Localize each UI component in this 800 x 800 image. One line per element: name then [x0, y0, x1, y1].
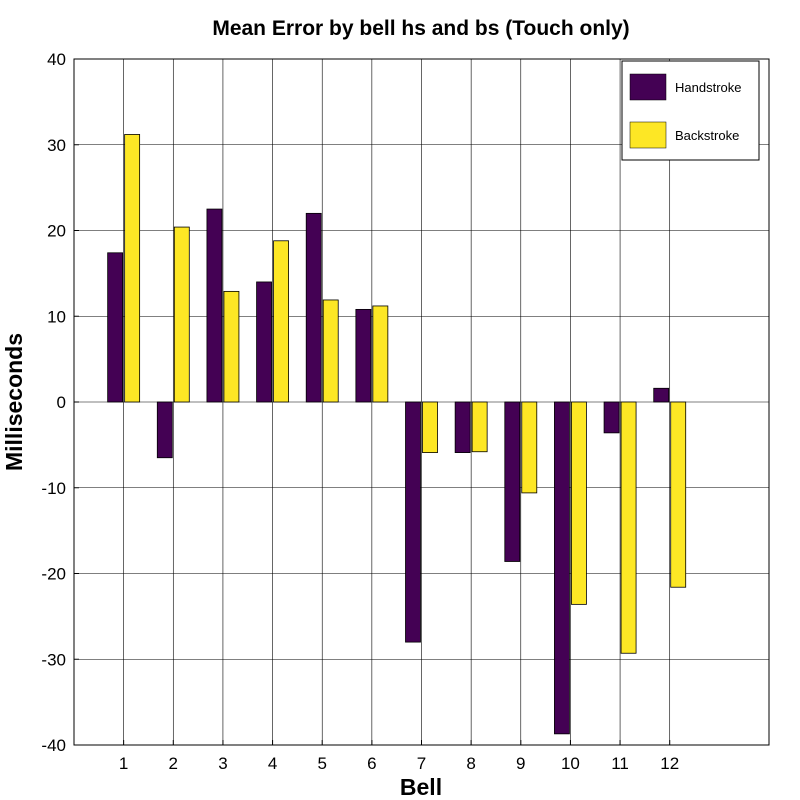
x-tick-label: 9	[516, 754, 525, 773]
bar-handstroke-bell-2	[156, 401, 173, 459]
x-tick-label: 7	[417, 754, 426, 773]
x-tick-label: 8	[466, 754, 475, 773]
x-tick-label: 3	[218, 754, 227, 773]
legend-swatch-handstroke	[629, 73, 667, 101]
bar-handstroke-bell-10	[554, 401, 570, 735]
bar-backstroke-bell-3	[223, 290, 240, 403]
y-tick-label: -30	[41, 650, 66, 669]
bar-backstroke-bell-6	[372, 305, 389, 403]
x-tick-label: 10	[561, 754, 580, 773]
legend-label-handstroke: Handstroke	[675, 80, 741, 95]
bar-backstroke-bell-8	[471, 401, 488, 453]
y-tick-label: 0	[57, 393, 66, 412]
chart-title: Mean Error by bell hs and bs (Touch only…	[212, 17, 629, 40]
x-tick-label: 2	[169, 754, 178, 773]
y-tick-label: 40	[47, 50, 66, 69]
bar-handstroke-bell-4	[256, 281, 272, 403]
x-tick-label: 11	[611, 754, 629, 773]
bar-handstroke-bell-1	[107, 252, 124, 403]
legend: Handstroke Backstroke	[621, 60, 760, 161]
bar-handstroke-bell-9	[504, 401, 521, 562]
y-tick-label: -10	[41, 479, 66, 498]
bar-backstroke-bell-4	[273, 240, 289, 403]
x-tick-label: 12	[660, 754, 679, 773]
bar-handstroke-bell-7	[405, 401, 421, 643]
bar-backstroke-bell-10	[571, 401, 587, 605]
bar-handstroke-bell-6	[355, 308, 372, 403]
bar-backstroke-bell-9	[521, 401, 538, 494]
bar-backstroke-bell-1	[124, 134, 141, 403]
bar-handstroke-bell-3	[206, 208, 223, 403]
bar-backstroke-bell-11	[620, 401, 637, 654]
y-tick-label: -20	[41, 565, 66, 584]
x-axis-label: Bell	[400, 774, 442, 800]
bars-layer	[107, 134, 687, 735]
bar-backstroke-bell-12	[670, 401, 687, 588]
x-tick-label: 6	[367, 754, 376, 773]
bar-handstroke-bell-11	[603, 401, 620, 434]
legend-swatch-backstroke	[629, 121, 667, 149]
bar-handstroke-bell-12	[653, 387, 670, 403]
bar-handstroke-bell-5	[305, 212, 322, 403]
y-tick-label: 10	[47, 307, 66, 326]
y-tick-label: -40	[41, 736, 66, 755]
bar-backstroke-bell-7	[422, 401, 438, 453]
legend-label-backstroke: Backstroke	[675, 128, 739, 143]
y-axis-label: Milliseconds	[1, 333, 27, 471]
x-tick-label: 5	[317, 754, 326, 773]
bar-backstroke-bell-2	[173, 226, 190, 403]
y-tick-label: 20	[47, 222, 66, 241]
x-tick-label: 1	[119, 754, 128, 773]
y-tick-label: 30	[47, 136, 66, 155]
bar-backstroke-bell-5	[322, 299, 339, 403]
x-tick-label: 4	[268, 754, 277, 773]
bar-handstroke-bell-8	[454, 401, 471, 453]
